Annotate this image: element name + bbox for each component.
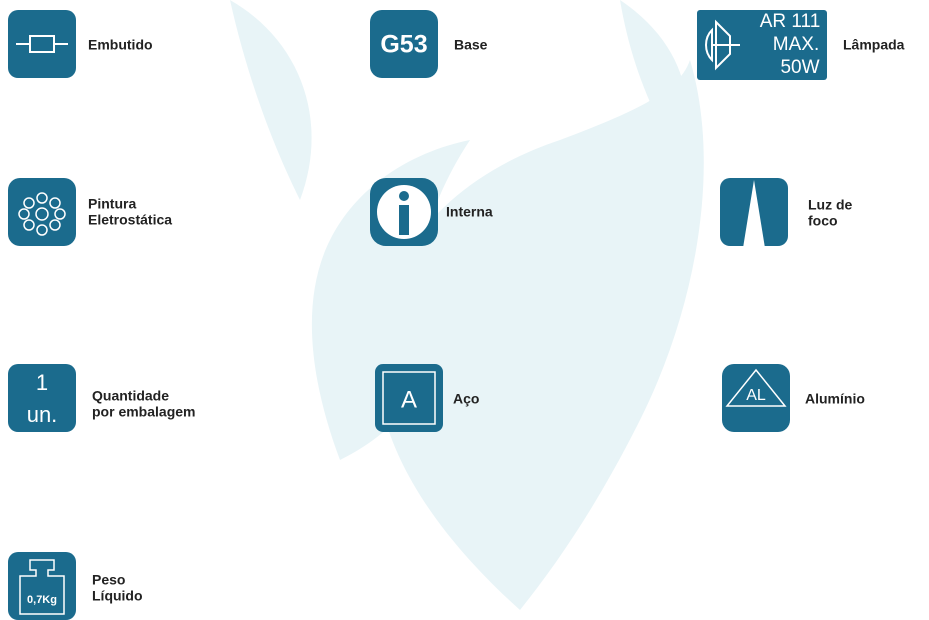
item-lampada: AR 111 MAX. 50W Lâmpada (697, 10, 905, 80)
label: Base (454, 37, 488, 53)
icon-text: G53 (380, 31, 427, 59)
label: Líquido (92, 588, 143, 604)
item-peso: 0,7Kg Peso Líquido (8, 552, 143, 620)
icon-text: 50W (780, 57, 819, 78)
item-quantidade: 1 un. Quantidade por embalagem (8, 364, 195, 432)
icon-text: MAX. (773, 34, 819, 55)
label: Lâmpada (843, 37, 905, 53)
label: Pintura (88, 196, 136, 212)
label: Peso (92, 572, 125, 588)
watermark (230, 0, 704, 610)
icon (8, 552, 76, 620)
icon (8, 178, 76, 246)
item-embutido: Embutido (8, 10, 153, 78)
item-pintura: Pintura Eletrostática (8, 178, 172, 246)
spec-sheet: Embutido G53 Base AR 111 MAX. 50W Lâmpad… (0, 0, 929, 620)
item-base: G53 Base (370, 10, 488, 78)
label: Aço (453, 391, 479, 407)
label: Eletrostática (88, 212, 172, 228)
icon-text: un. (27, 402, 58, 427)
label: Quantidade (92, 388, 169, 404)
icon-text: A (401, 386, 417, 413)
item-aluminio: AL Alumínio (722, 364, 865, 432)
label: foco (808, 213, 838, 229)
label: por embalagem (92, 404, 195, 420)
label: Luz de (808, 197, 853, 213)
icon-text: 1 (36, 370, 48, 395)
icon-text: AL (746, 387, 766, 404)
label: Alumínio (805, 391, 865, 407)
label: Embutido (88, 37, 153, 53)
icon-text: 0,7Kg (27, 594, 57, 606)
label: Interna (446, 204, 493, 220)
icon-text: AR 111 (760, 11, 821, 32)
item-luz: Luz de foco (720, 178, 853, 248)
